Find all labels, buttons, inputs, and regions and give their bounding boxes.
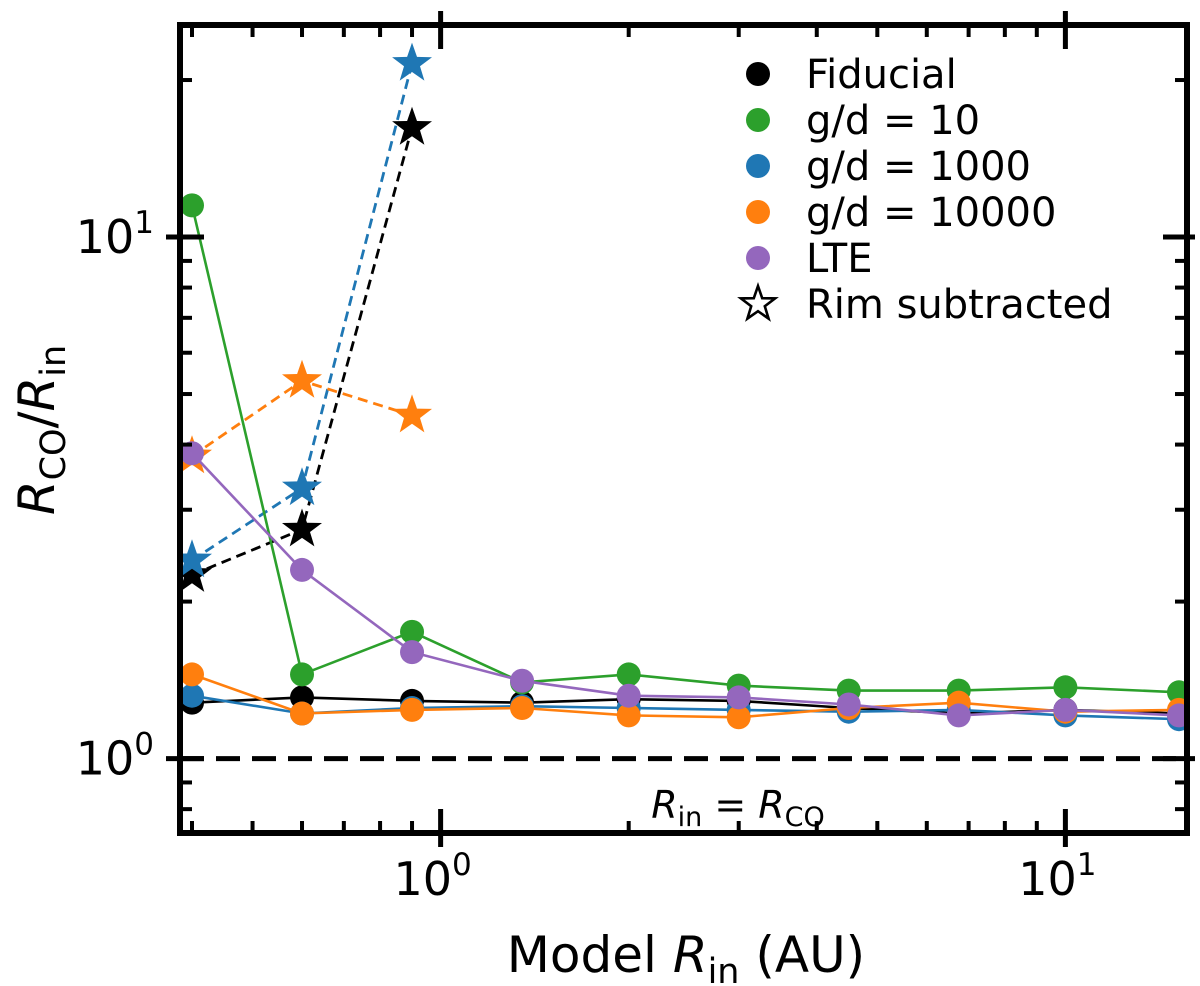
point-g-d-10000-3 [510, 696, 535, 721]
legend-label-lte: LTE [806, 236, 872, 282]
legend-entry-fiducial: Fiducial [746, 52, 957, 98]
legend-label-g-d-1000: g/d = 1000 [806, 144, 1031, 190]
x-axis-label: Model Rin (AU) [507, 926, 865, 986]
point-g-d-10000-1 [290, 701, 315, 726]
point-lte-9 [1167, 703, 1187, 728]
line-g-d-10000 [191, 673, 1180, 719]
point-lte-7 [946, 703, 971, 728]
x-tick-label-1: 101 [1018, 847, 1096, 906]
point-g-d-10000-5 [726, 705, 751, 730]
legend-marker-g-d-10 [746, 108, 770, 132]
point-lte-2 [400, 640, 425, 665]
point-g-d-10-2 [400, 619, 425, 644]
point-lte-5 [726, 685, 751, 710]
legend-label-g-d-10: g/d = 10 [806, 98, 980, 144]
legend-label-g-d-10000: g/d = 10000 [806, 190, 1056, 236]
rim-star-g-d-10000-2 [392, 394, 432, 433]
point-lte-8 [1053, 697, 1078, 722]
series-g-d-10 [180, 193, 1187, 705]
point-g-d-10-0 [180, 193, 204, 218]
y-tick-label-1: 101 [76, 205, 154, 264]
point-g-d-10-1 [290, 662, 315, 687]
legend-entry-g-d-10000: g/d = 10000 [746, 190, 1056, 236]
point-g-d-10000-0 [180, 662, 204, 687]
legend-marker-g-d-1000 [746, 154, 770, 178]
rim-star-fiducial-0 [180, 553, 212, 592]
rim-star-g-d-1000-1 [282, 467, 322, 506]
legend-marker-lte [746, 246, 770, 270]
point-lte-0 [180, 441, 204, 466]
rim-line-g-d-10000 [191, 379, 413, 458]
legend-label-rim-subtracted: Rim subtracted [806, 282, 1112, 328]
legend-entry-g-d-10: g/d = 10 [746, 98, 980, 144]
legend-entry-g-d-1000: g/d = 1000 [746, 144, 1031, 190]
rim-star-g-d-10000-1 [282, 359, 322, 398]
point-lte-6 [836, 692, 861, 717]
point-g-d-10-8 [1053, 675, 1078, 700]
legend-entry-rim-subtracted: Rim subtracted [737, 282, 1112, 328]
point-g-d-10000-4 [616, 703, 641, 728]
point-lte-3 [510, 668, 535, 693]
series-fiducial [180, 685, 1187, 726]
y-tick-label-0: 100 [76, 727, 154, 786]
plot-frame [177, 22, 1190, 836]
y-axis-label: RCO/Rin [8, 345, 74, 515]
point-g-d-10000-2 [400, 697, 425, 722]
rim-star-fiducial-1 [282, 508, 322, 547]
axes: 100 101 100 101 Model Rin (AU) RCO/Rin [8, 11, 1195, 986]
point-lte-1 [290, 557, 315, 582]
line-lte [191, 452, 1180, 717]
legend-entry-lte: LTE [746, 236, 872, 282]
legend-label-fiducial: Fiducial [806, 52, 957, 98]
x-tick-label-0: 100 [393, 847, 471, 906]
series-lte [180, 441, 1187, 728]
point-lte-4 [616, 683, 641, 708]
point-g-d-1000-0 [180, 683, 204, 708]
rim-series-g-d-1000 [180, 42, 432, 578]
legend-marker-fiducial [746, 62, 770, 86]
rim-star-g-d-1000-0 [180, 539, 212, 578]
rim-star-fiducial-2 [392, 106, 432, 145]
series-layer [180, 42, 1187, 732]
series-g-d-1000 [180, 683, 1187, 732]
rim-star-g-d-1000-2 [392, 42, 432, 81]
legend-marker-rim-subtracted [737, 282, 779, 322]
rim-series-fiducial [180, 106, 432, 592]
line-g-d-10 [190, 205, 1180, 694]
point-g-d-10-4 [616, 662, 641, 687]
legend-marker-g-d-10000 [746, 200, 770, 224]
rim-series-g-d-10000 [180, 359, 432, 474]
